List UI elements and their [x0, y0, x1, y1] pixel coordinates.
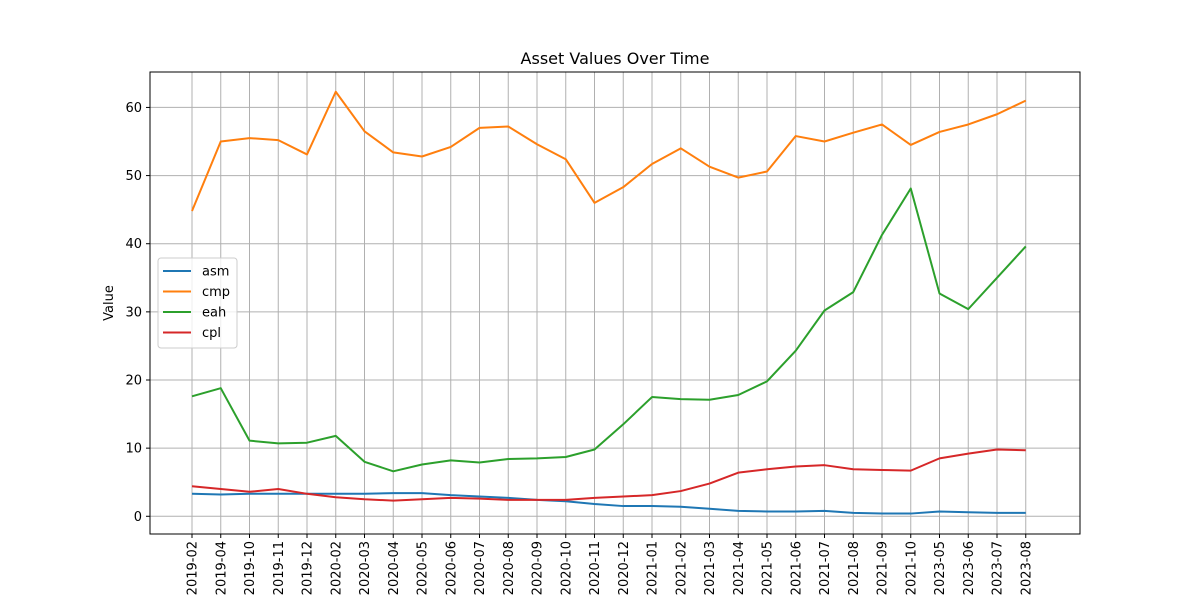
x-tick-label: 2019-12	[301, 541, 316, 595]
x-tick-label: 2020-05	[416, 541, 431, 595]
grid-lines	[150, 72, 1080, 534]
x-tick-label: 2019-11	[272, 541, 287, 595]
legend-label-eah: eah	[202, 306, 226, 321]
x-tick-label: 2023-08	[1019, 541, 1034, 595]
x-tick-label: 2021-10	[904, 541, 919, 595]
series-line-cpl	[191, 448, 1026, 502]
x-tick-label: 2020-08	[502, 541, 517, 595]
y-tick-label: 40	[125, 237, 142, 252]
legend: asm cmp eah cpl	[157, 257, 238, 349]
x-tick-label: 2023-07	[991, 541, 1006, 595]
x-tick-label: 2021-04	[732, 541, 747, 595]
y-axis-label: Value	[102, 285, 117, 321]
y-axis: 0 10 20 30 40 50 60	[125, 101, 150, 525]
x-axis: 2019-02 2019-04 2019-10 2019-11 2019-12 2020-…	[186, 534, 1034, 595]
x-tick-label: 2019-04	[214, 541, 229, 595]
y-tick-label: 10	[125, 442, 142, 457]
x-tick-label: 2021-01	[646, 541, 661, 595]
x-tick-label: 2020-12	[617, 541, 632, 595]
x-tick-label: 2020-04	[387, 541, 402, 595]
x-tick-label: 2023-05	[933, 541, 948, 595]
x-tick-label: 2019-10	[243, 541, 258, 595]
x-tick-label: 2021-08	[847, 541, 862, 595]
series-line-eah	[191, 187, 1027, 473]
x-tick-label: 2021-07	[818, 541, 833, 595]
legend-box	[157, 257, 238, 349]
legend-label-cpl: cpl	[202, 326, 221, 341]
y-tick-label: 60	[125, 101, 142, 116]
x-tick-label: 2020-10	[559, 541, 574, 595]
x-tick-label: 2023-06	[962, 541, 977, 595]
x-tick-label: 2019-02	[186, 541, 201, 595]
x-tick-label: 2020-06	[444, 541, 459, 595]
x-tick-label: 2021-05	[761, 541, 776, 595]
legend-label-cmp: cmp	[202, 285, 230, 300]
x-tick-label: 2021-06	[789, 541, 804, 595]
x-tick-label: 2020-11	[588, 541, 603, 595]
y-tick-label: 0	[134, 510, 142, 525]
series-line-asm	[191, 492, 1026, 515]
y-tick-label: 20	[125, 374, 142, 389]
x-tick-label: 2021-02	[674, 541, 689, 595]
x-tick-label: 2021-09	[876, 541, 891, 595]
chart-title: Asset Values Over Time	[521, 49, 710, 68]
x-tick-label: 2021-03	[703, 541, 718, 595]
x-tick-label: 2020-03	[358, 541, 373, 595]
legend-label-asm: asm	[202, 265, 229, 280]
series-lines	[191, 90, 1027, 515]
x-tick-label: 2020-09	[531, 541, 546, 595]
plot-frame	[149, 71, 1081, 535]
x-tick-label: 2020-07	[473, 541, 488, 595]
y-tick-label: 50	[125, 169, 142, 184]
y-tick-label: 30	[125, 305, 142, 320]
series-line-cmp	[191, 90, 1027, 212]
x-tick-label: 2020-02	[329, 541, 344, 595]
